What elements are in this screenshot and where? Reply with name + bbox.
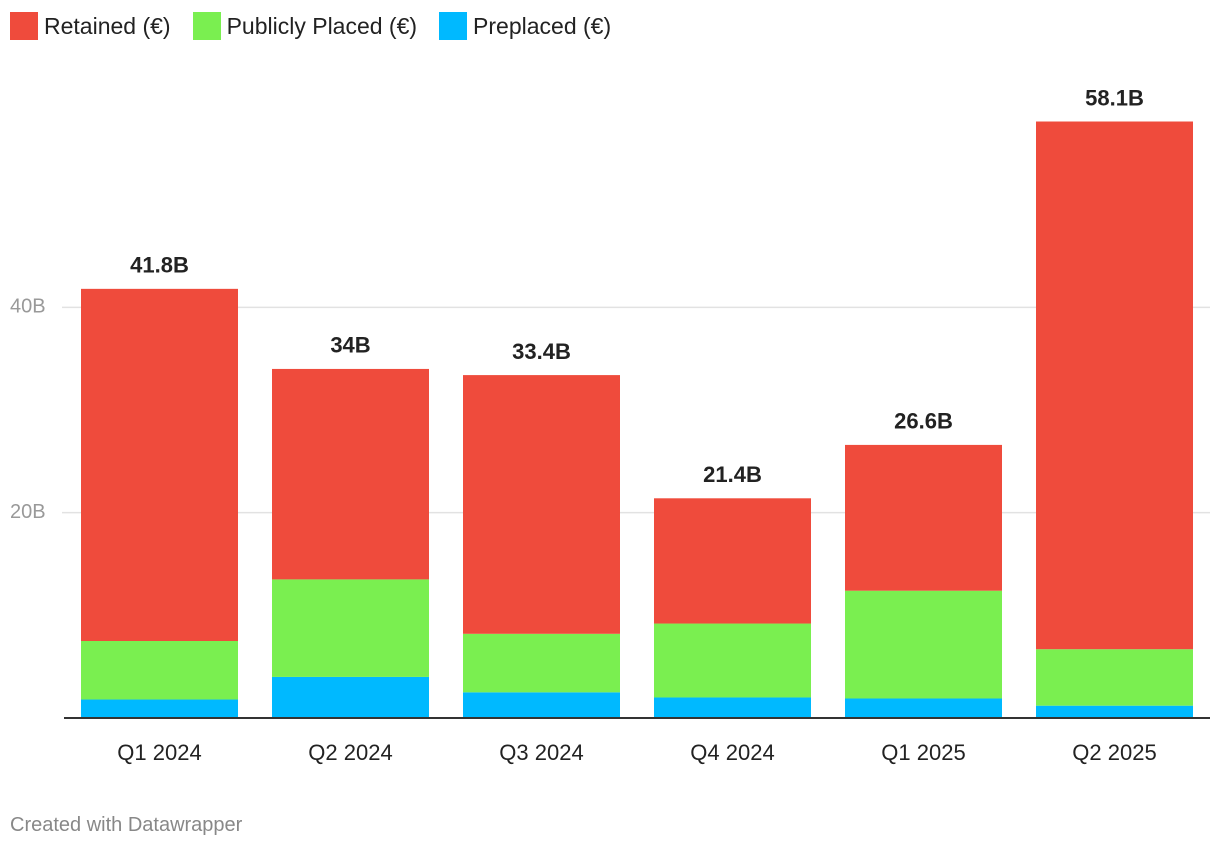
x-tick-label: Q1 2024 bbox=[117, 740, 201, 765]
bar-segment bbox=[845, 698, 1002, 718]
bar-segment bbox=[81, 699, 238, 718]
legend-label: Retained (€) bbox=[44, 12, 171, 39]
total-label: 21.4B bbox=[703, 462, 762, 487]
x-tick-label: Q1 2025 bbox=[881, 740, 965, 765]
y-tick-label: 20B bbox=[10, 501, 46, 523]
legend-swatch bbox=[439, 12, 468, 40]
bar-segment bbox=[1036, 121, 1193, 650]
bar-segment bbox=[272, 368, 429, 580]
bar-segment bbox=[1036, 705, 1193, 718]
x-tick-label: Q2 2025 bbox=[1072, 740, 1156, 765]
legend-swatch bbox=[10, 12, 38, 40]
x-tick-label: Q2 2024 bbox=[308, 740, 392, 765]
legend: Retained (€) Publicly Placed (€) Preplaced… bbox=[10, 12, 611, 40]
total-label: 34B bbox=[330, 333, 370, 358]
bar-segment bbox=[463, 692, 620, 718]
bar-segment bbox=[81, 641, 238, 700]
bar-segment bbox=[272, 676, 429, 718]
total-label: 41.8B bbox=[130, 253, 189, 278]
bar-segment bbox=[845, 590, 1002, 699]
legend-item: Retained (€) bbox=[10, 12, 171, 40]
legend-label: Preplaced (€) bbox=[473, 12, 612, 39]
bar-segment bbox=[81, 288, 238, 641]
bar-segment bbox=[463, 375, 620, 634]
legend-label: Publicly Placed (€) bbox=[226, 12, 418, 39]
bar-segment bbox=[845, 444, 1002, 591]
legend-swatch bbox=[192, 12, 221, 40]
x-tick-label: Q4 2024 bbox=[690, 740, 774, 765]
bar-segment bbox=[654, 498, 811, 624]
total-label: 58.1B bbox=[1085, 85, 1144, 110]
footer: Created with Datawrapper bbox=[10, 814, 243, 836]
x-tick-label: Q3 2024 bbox=[499, 740, 583, 765]
bar-segment bbox=[654, 623, 811, 698]
legend-item: Preplaced (€) bbox=[439, 12, 611, 40]
y-tick-label: 40B bbox=[10, 296, 46, 318]
bar-segment bbox=[654, 697, 811, 718]
bar-segment bbox=[463, 633, 620, 693]
bar-segment bbox=[1036, 649, 1193, 706]
total-label: 26.6B bbox=[894, 409, 953, 434]
legend-item: Publicly Placed (€) bbox=[192, 12, 418, 40]
bar-segment bbox=[272, 579, 429, 677]
total-label: 33.4B bbox=[512, 339, 571, 364]
